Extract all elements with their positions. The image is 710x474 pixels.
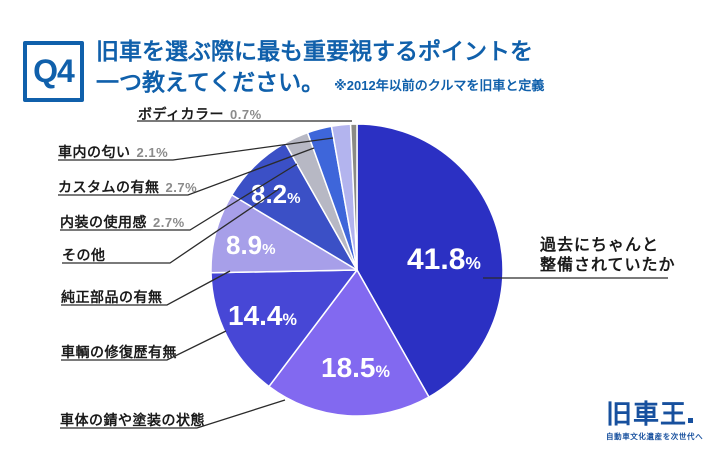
callout-label: 車輌の修復歴有無 <box>61 344 177 360</box>
title-line-2: 一つ教えてください。 <box>96 69 325 95</box>
question-number: Q4 <box>33 53 75 89</box>
callout-maintained: 過去にちゃんと 整備されていたか <box>540 236 676 276</box>
pie-slice-8 <box>349 123 358 271</box>
callout-other: その他 <box>62 245 106 265</box>
callout-label-line2: 整備されていたか <box>540 257 676 274</box>
slice-value-rust-paint: 18.5% <box>321 352 390 384</box>
slice-value-number: 14.4 <box>228 300 283 331</box>
percent-sign: % <box>249 107 262 122</box>
callout-custom: カスタムの有無 2.7% <box>58 177 197 197</box>
callout-repair-history: 車輌の修復歴有無 <box>61 342 177 362</box>
callout-rust-paint: 車体の錆や塗装の状態 <box>60 410 205 430</box>
page-title: 旧車を選ぶ際に最も重要視するポイントを 一つ教えてください。 ※2012年以前の… <box>96 36 544 98</box>
callout-percent: 0.7 <box>230 107 250 122</box>
callout-percent: 2.7 <box>153 215 173 230</box>
callout-label: カスタムの有無 <box>58 179 160 195</box>
percent-sign: % <box>282 311 297 329</box>
percent-sign: % <box>375 363 390 381</box>
brand-logo: 旧車王 自動車文化遺産を次世代へ <box>606 401 703 442</box>
brand-tagline: 自動車文化遺産を次世代へ <box>606 432 704 441</box>
slice-value-genuine-parts: 8.9% <box>226 230 276 261</box>
slice-value-number: 18.5 <box>321 352 376 383</box>
title-note: ※2012年以前のクルマを旧車と定義 <box>334 78 545 93</box>
callout-interior-smell: 車内の匂い 2.1% <box>58 142 168 162</box>
callout-label-line1: 過去にちゃんと <box>540 237 660 254</box>
callout-label: その他 <box>62 247 106 263</box>
slice-value-other: 8.2% <box>251 179 301 210</box>
percent-sign: % <box>287 190 301 207</box>
callout-label: 車内の匂い <box>58 144 131 160</box>
callout-genuine-parts: 純正部品の有無 <box>61 287 163 307</box>
title-line-1: 旧車を選ぶ際に最も重要視するポイントを <box>96 38 533 64</box>
callout-percent: 2.1 <box>136 145 157 160</box>
percent-sign: % <box>262 241 276 258</box>
callout-body-color: ボディカラー 0.7% <box>138 104 262 124</box>
slice-value-number: 8.9 <box>226 230 263 260</box>
callout-percent: 2.7 <box>165 180 186 195</box>
brand-name: 旧車王 <box>606 399 688 429</box>
slice-value-repair-history: 14.4% <box>228 300 297 332</box>
percent-sign: % <box>172 215 185 230</box>
percent-sign: % <box>156 145 169 160</box>
percent-sign: % <box>185 180 198 195</box>
pie-slice-1 <box>268 269 430 417</box>
slice-value-number: 41.8 <box>407 243 466 276</box>
pie-slice-0 <box>356 123 504 398</box>
slice-value-number: 8.2 <box>251 179 288 209</box>
callout-interior-wear: 内装の使用感 2.7% <box>60 212 185 232</box>
registered-mark-icon <box>688 418 694 423</box>
question-number-badge: Q4 <box>23 41 84 102</box>
callout-label: 純正部品の有無 <box>61 289 163 305</box>
callout-label: 車体の錆や塗装の状態 <box>60 412 205 428</box>
slice-value-maintained: 41.8% <box>407 243 481 277</box>
percent-sign: % <box>465 253 481 273</box>
callout-label: ボディカラー <box>138 106 225 122</box>
callout-label: 内装の使用感 <box>60 214 147 230</box>
